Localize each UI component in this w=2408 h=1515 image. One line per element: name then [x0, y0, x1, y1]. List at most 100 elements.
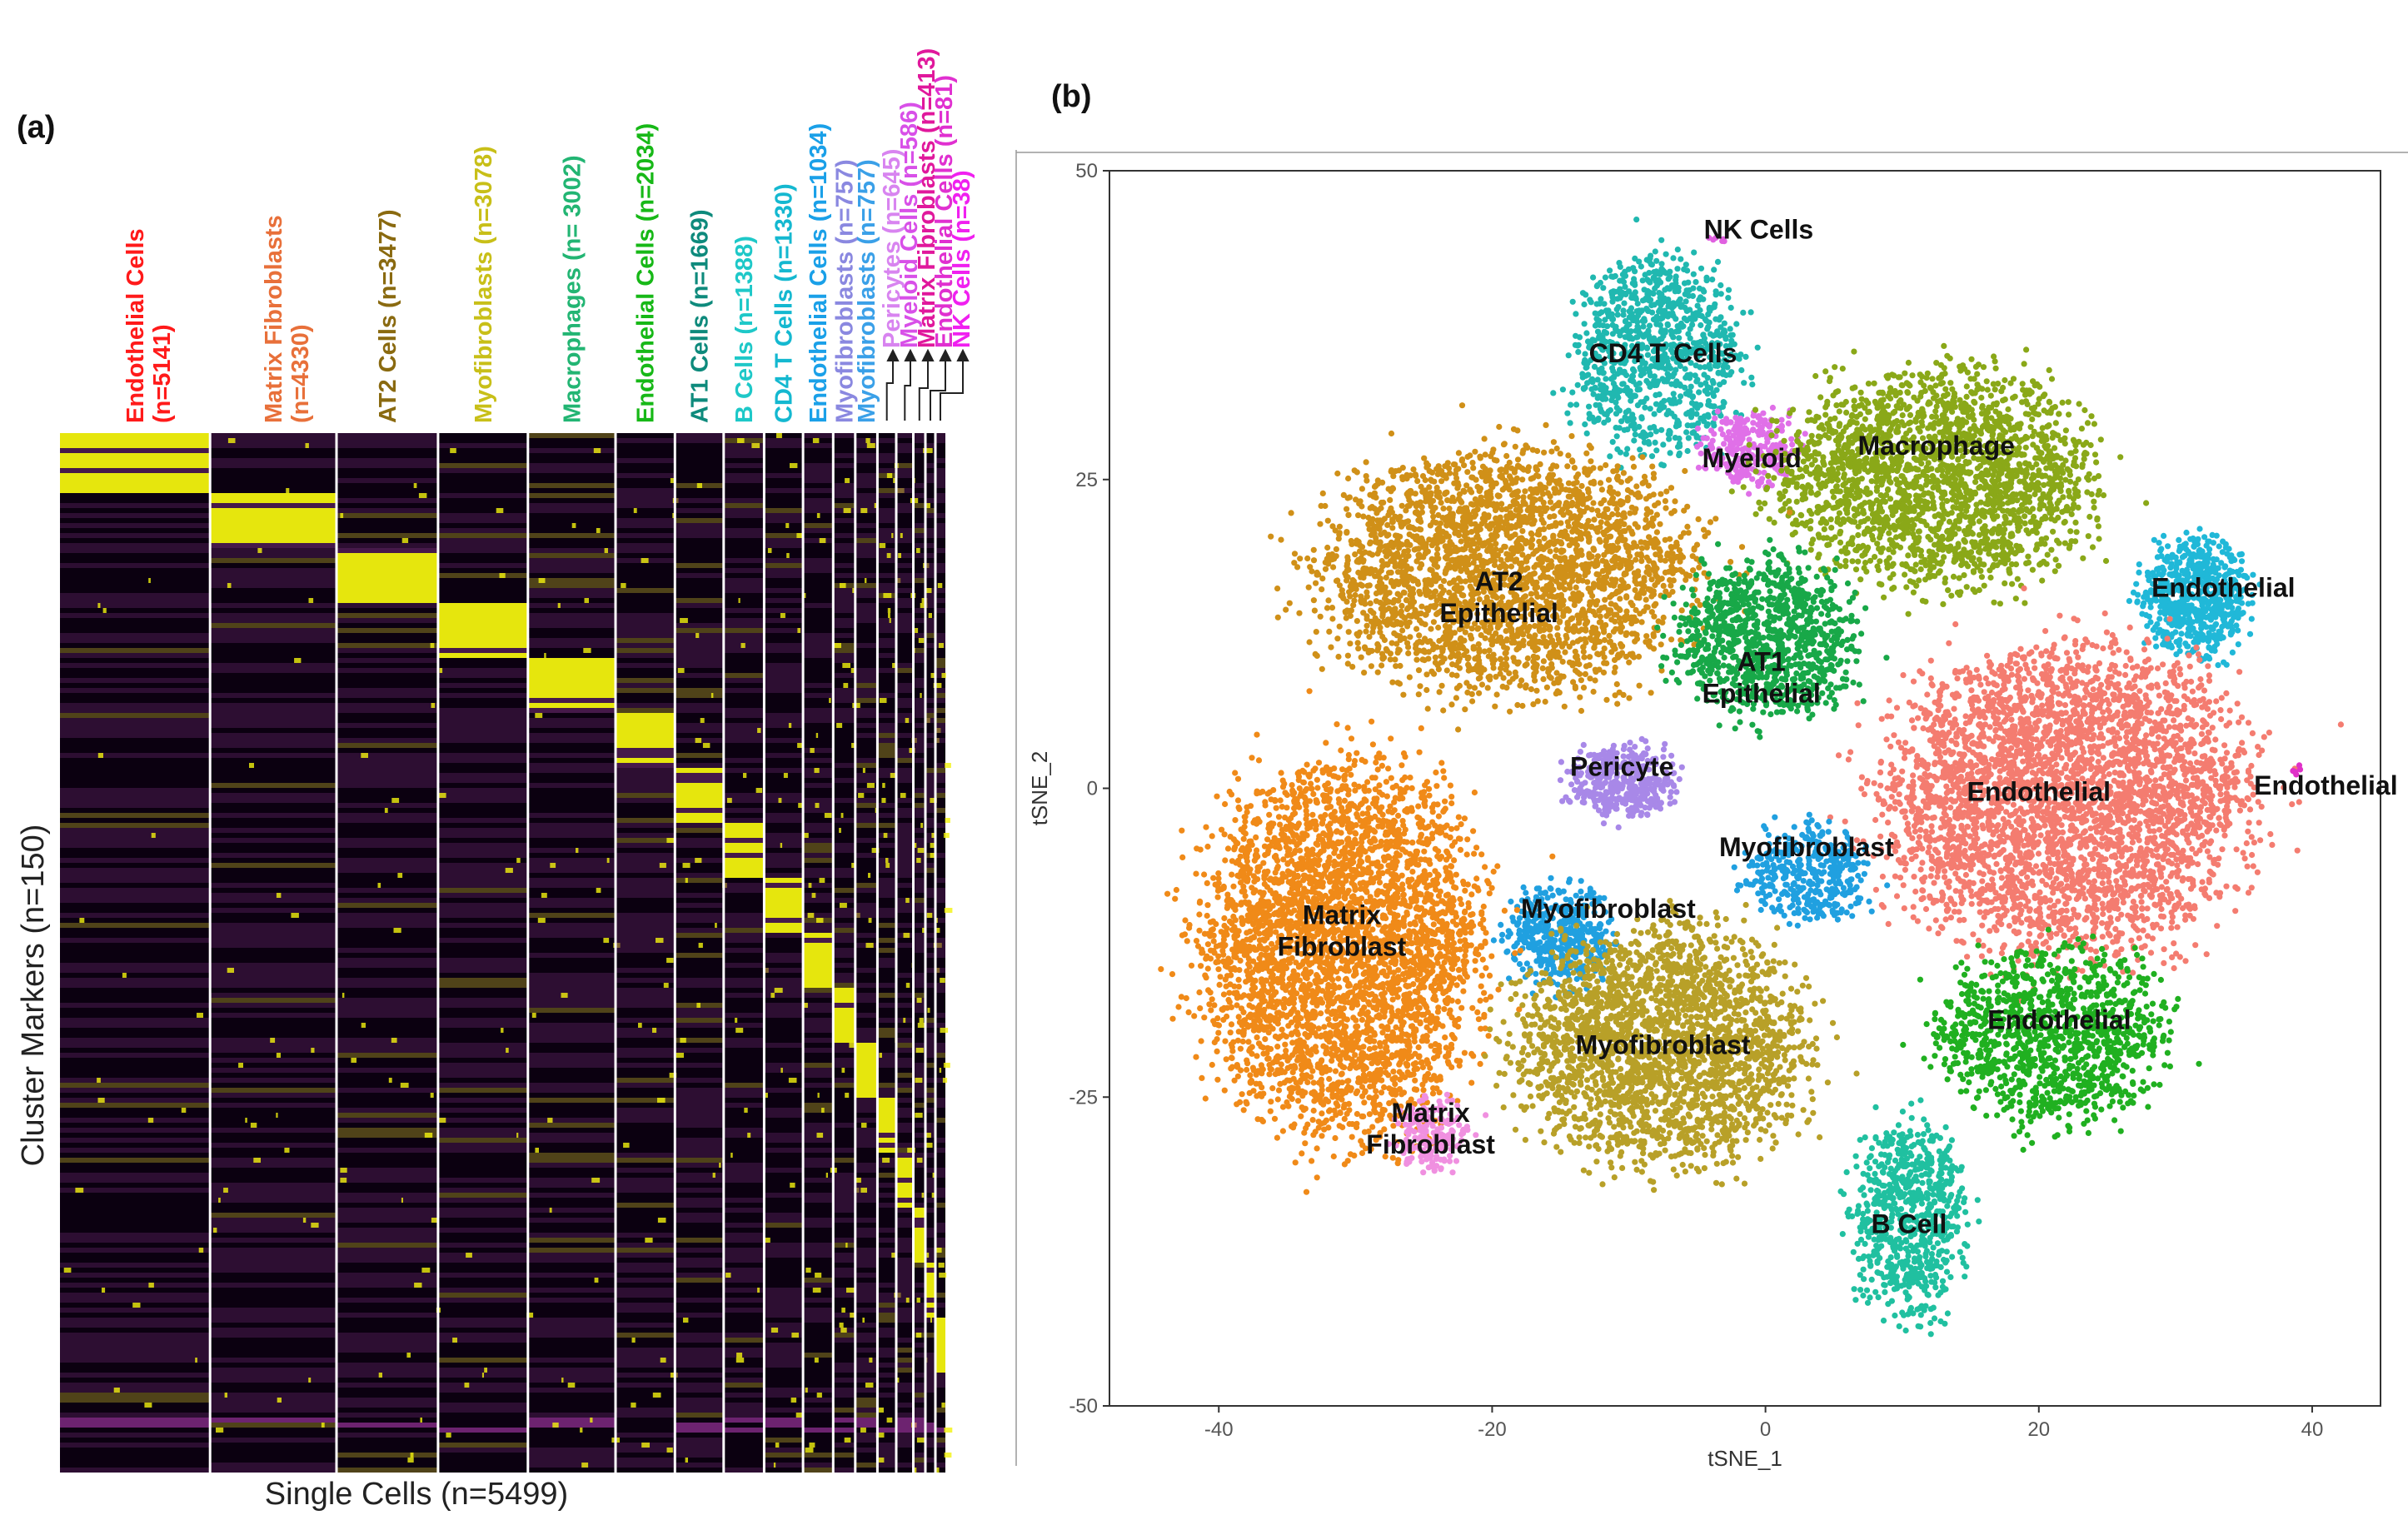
heatmap-cell	[210, 1218, 337, 1223]
heatmap-cell	[337, 1258, 438, 1263]
heatmap-cell	[675, 1298, 724, 1303]
heatmap-cell	[616, 1243, 676, 1248]
tsne-point	[1890, 549, 1897, 556]
heatmap-cell	[833, 933, 855, 938]
heatmap-cell	[60, 843, 211, 848]
heatmap-cell	[803, 508, 834, 513]
heatmap-cell	[437, 713, 528, 718]
heatmap-speckle	[393, 928, 401, 933]
heatmap-speckle	[767, 548, 772, 553]
heatmap-cell	[833, 908, 855, 913]
heatmap-cluster-label: Myofibroblasts (n=757)	[832, 159, 859, 423]
heatmap-speckle	[421, 1268, 431, 1273]
heatmap-label-arrow	[904, 354, 911, 421]
tsne-point	[1956, 526, 1962, 532]
heatmap-cell	[855, 1363, 878, 1368]
heatmap-speckle	[862, 1318, 865, 1323]
heatmap-cluster-label: Macrophages (n= 3002)	[559, 155, 586, 423]
heatmap-cell	[833, 1243, 855, 1248]
heatmap-cell	[675, 603, 724, 608]
heatmap-cell	[210, 893, 337, 898]
heatmap-cell	[337, 818, 438, 823]
heatmap-cell	[913, 1303, 925, 1308]
heatmap-cell	[935, 513, 945, 518]
tsne-point	[1972, 511, 1979, 519]
heatmap-cell	[437, 533, 528, 538]
heatmap-cell	[437, 728, 528, 733]
heatmap-speckle	[730, 1153, 733, 1158]
heatmap-cell	[877, 733, 896, 738]
heatmap-cell	[210, 703, 337, 708]
heatmap-cell	[723, 1333, 765, 1338]
heatmap-speckle	[736, 1353, 743, 1358]
heatmap-cell	[925, 818, 935, 823]
heatmap-cell	[935, 853, 945, 858]
heatmap-cell	[855, 1038, 878, 1043]
heatmap-cell	[935, 693, 945, 698]
heatmap-cell	[896, 853, 914, 858]
heatmap-cell	[60, 1298, 211, 1303]
heatmap-cell	[877, 1373, 896, 1378]
heatmap-speckle	[845, 478, 850, 483]
heatmap-cell	[896, 578, 914, 583]
heatmap-cell	[935, 1348, 945, 1353]
heatmap-cell	[337, 958, 438, 963]
heatmap-cell	[723, 463, 765, 468]
heatmap-cell	[877, 913, 896, 918]
heatmap-cell	[764, 608, 803, 613]
heatmap-cell	[210, 1248, 337, 1253]
heatmap-cell	[527, 983, 616, 988]
heatmap-cell	[675, 1178, 724, 1183]
heatmap-cell	[855, 1338, 878, 1343]
heatmap-cell	[855, 1088, 878, 1093]
heatmap-cell	[855, 1398, 878, 1403]
heatmap-cell	[913, 938, 925, 943]
heatmap-speckle	[397, 873, 403, 878]
tsne-point	[2029, 416, 2036, 422]
heatmap-cell	[723, 673, 765, 678]
heatmap-cell	[764, 1088, 803, 1093]
heatmap-cluster-label-line: Endothelial Cells (n=81)	[931, 75, 958, 348]
tsne-point	[1826, 378, 1833, 385]
tsne-point	[1596, 311, 1603, 317]
heatmap-cell	[877, 558, 896, 563]
heatmap-cell	[913, 1468, 925, 1473]
heatmap-cell	[616, 863, 676, 868]
heatmap-cell	[925, 1023, 935, 1028]
heatmap-cell	[210, 973, 337, 978]
heatmap-cell	[913, 483, 925, 488]
heatmap-cell	[675, 1338, 724, 1343]
heatmap-cell	[675, 533, 724, 538]
heatmap-speckle	[791, 1333, 799, 1338]
heatmap-cell	[803, 633, 834, 638]
heatmap-speckle	[922, 928, 926, 933]
tsne-point	[1941, 342, 1947, 349]
tsne-point	[1663, 251, 1669, 257]
tsne-point	[1715, 369, 1722, 376]
tsne-point	[1697, 306, 1703, 314]
heatmap-cell	[437, 1228, 528, 1233]
heatmap-cell	[896, 1463, 914, 1468]
heatmap-cell	[896, 713, 914, 718]
tsne-point	[1962, 538, 1968, 545]
heatmap-label-arrowhead	[904, 348, 917, 361]
heatmap-cell	[616, 938, 676, 943]
heatmap-cell	[913, 1308, 925, 1313]
tsne-point	[1629, 280, 1636, 287]
heatmap-cell	[855, 968, 878, 973]
tsne-point	[2084, 420, 2091, 426]
heatmap-speckle	[430, 1093, 434, 1098]
heatmap-cell	[616, 688, 676, 693]
heatmap-cell	[935, 1338, 945, 1343]
heatmap-speckle	[670, 478, 676, 483]
heatmap-cell	[675, 723, 724, 728]
heatmap-cell	[833, 1078, 855, 1083]
heatmap-cell	[60, 803, 211, 808]
tsne-point	[1765, 479, 1772, 486]
heatmap-speckle	[151, 833, 156, 838]
heatmap-cell	[803, 983, 834, 988]
heatmap-cell	[337, 1128, 438, 1133]
heatmap-cell	[803, 828, 834, 833]
heatmap-cell	[210, 1313, 337, 1318]
